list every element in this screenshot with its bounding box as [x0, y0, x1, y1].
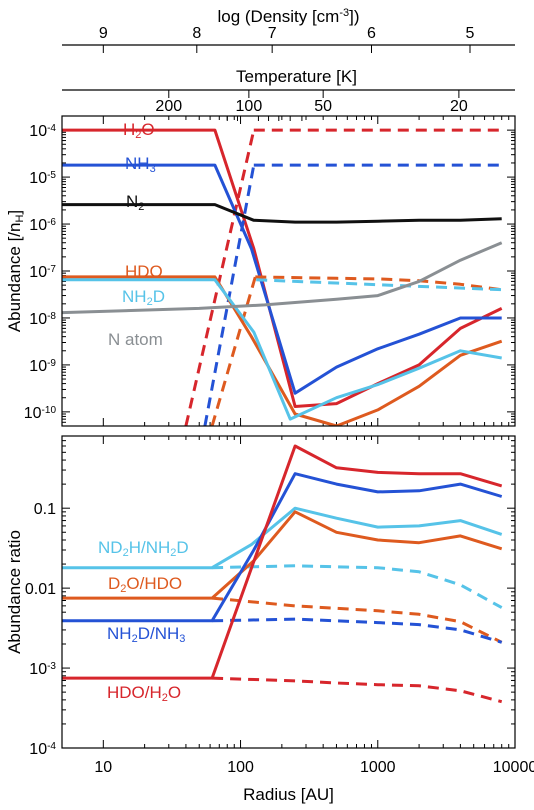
y-tick-label: 10-4 — [29, 741, 56, 759]
y-axis-label: Abundance ratio — [5, 530, 24, 654]
series-line-nh2d — [62, 278, 502, 421]
series-group — [62, 128, 503, 426]
secondary-tick-label: 200 — [155, 98, 182, 115]
secondary-tick-label: 6 — [367, 25, 376, 42]
series-line-nh3 — [62, 163, 502, 395]
y-tick-label: 10-9 — [29, 357, 56, 375]
secondary-tick-label: 9 — [99, 25, 108, 42]
series-line-h2o — [62, 128, 503, 408]
density-axis: 9 8 7 6 5 log (Density [cm-3]) — [62, 7, 515, 53]
series-line-h2o-gas — [184, 129, 256, 426]
secondary-tick-label: 100 — [236, 98, 263, 115]
series-label-hdo-h2o: HDO/H2O — [107, 683, 181, 704]
top-axes: 9 8 7 6 5 log (Density [cm-3]) 200 100 50 20 Tempe… — [62, 7, 515, 121]
y-tick-label: 10-5 — [29, 170, 56, 188]
density-axis-label: log (Density [cm-3]) — [217, 7, 359, 26]
series-line-nd2h-nh2d-ice — [212, 564, 503, 609]
y-tick-label: 10-10 — [24, 404, 57, 422]
x-tick-label: 10000 — [493, 759, 534, 776]
y-tick-label: 10-7 — [29, 264, 56, 282]
y-tick-label: 10-8 — [29, 310, 56, 328]
series-label-n-atom: N atom — [108, 330, 163, 349]
x-tick-label: 10 — [94, 759, 112, 776]
series-label-nh2d-nh3: NH2D/NH3 — [107, 624, 185, 645]
x-axis-label: Radius [AU] — [243, 785, 334, 804]
ratio-panel: 0.1 0.01 10-3 10-4 Abundance ratio ND2H/NH2D D… — [5, 435, 534, 804]
secondary-tick-label: 50 — [314, 98, 332, 115]
series-line-nh3-gas — [203, 164, 256, 426]
series-line-hdo-h2o-ice — [212, 676, 503, 704]
series-line-nh2d-nh3-ice — [212, 617, 503, 644]
series-group — [62, 444, 503, 704]
x-tick-label: 1000 — [360, 759, 396, 776]
series-line-hdo-h2o — [62, 444, 503, 680]
series-label-d2o-hdo: D2O/HDO — [108, 574, 182, 595]
series-line-nh2d-nh3 — [62, 472, 503, 623]
x-tick-label: 100 — [227, 759, 254, 776]
series-line-n-atom — [62, 241, 503, 315]
series-line-nd2h-nh2d — [62, 506, 503, 570]
series-label-n2: N2 — [126, 192, 144, 213]
temperature-axis: 200 100 50 20 Temperature [K] — [62, 67, 515, 115]
series-line-nh2d-ice — [256, 278, 502, 292]
temperature-axis-label: Temperature [K] — [236, 67, 357, 86]
secondary-tick-label: 5 — [466, 25, 475, 42]
y-tick-label: 10-3 — [29, 661, 56, 679]
y-tick-label: 0.1 — [34, 501, 56, 518]
y-tick-label: 10-6 — [29, 217, 56, 235]
secondary-tick-label: 8 — [192, 25, 201, 42]
plot-frame — [61, 435, 516, 749]
series-line-hdo-gas — [210, 276, 257, 426]
series-label-nh2d: NH2D — [122, 287, 165, 308]
series-label-hdo: HDO — [125, 262, 163, 281]
series-label-nh3: NH3 — [125, 154, 156, 175]
y-tick-label: 0.01 — [25, 581, 56, 598]
secondary-tick-label: 20 — [450, 98, 468, 115]
abundance-panel: 10-4 10-5 10-6 10-7 10-8 10-9 10-10 Abundance [… — [5, 115, 516, 427]
series-line-n2 — [62, 203, 502, 224]
plot-frame — [61, 115, 516, 427]
series-label-h2o: H2O — [123, 120, 155, 141]
series-label-nd2h-nh2d: ND2H/NH2D — [98, 538, 189, 559]
secondary-tick-label: 7 — [268, 25, 277, 42]
temperature-minor-ticks — [226, 116, 303, 121]
y-axis-label: Abundance [/nH] — [5, 210, 26, 332]
series-line-d2o-hdo — [62, 510, 503, 600]
series-line-d2o-hdo-ice — [211, 596, 503, 644]
y-tick-label: 10-4 — [29, 123, 56, 141]
